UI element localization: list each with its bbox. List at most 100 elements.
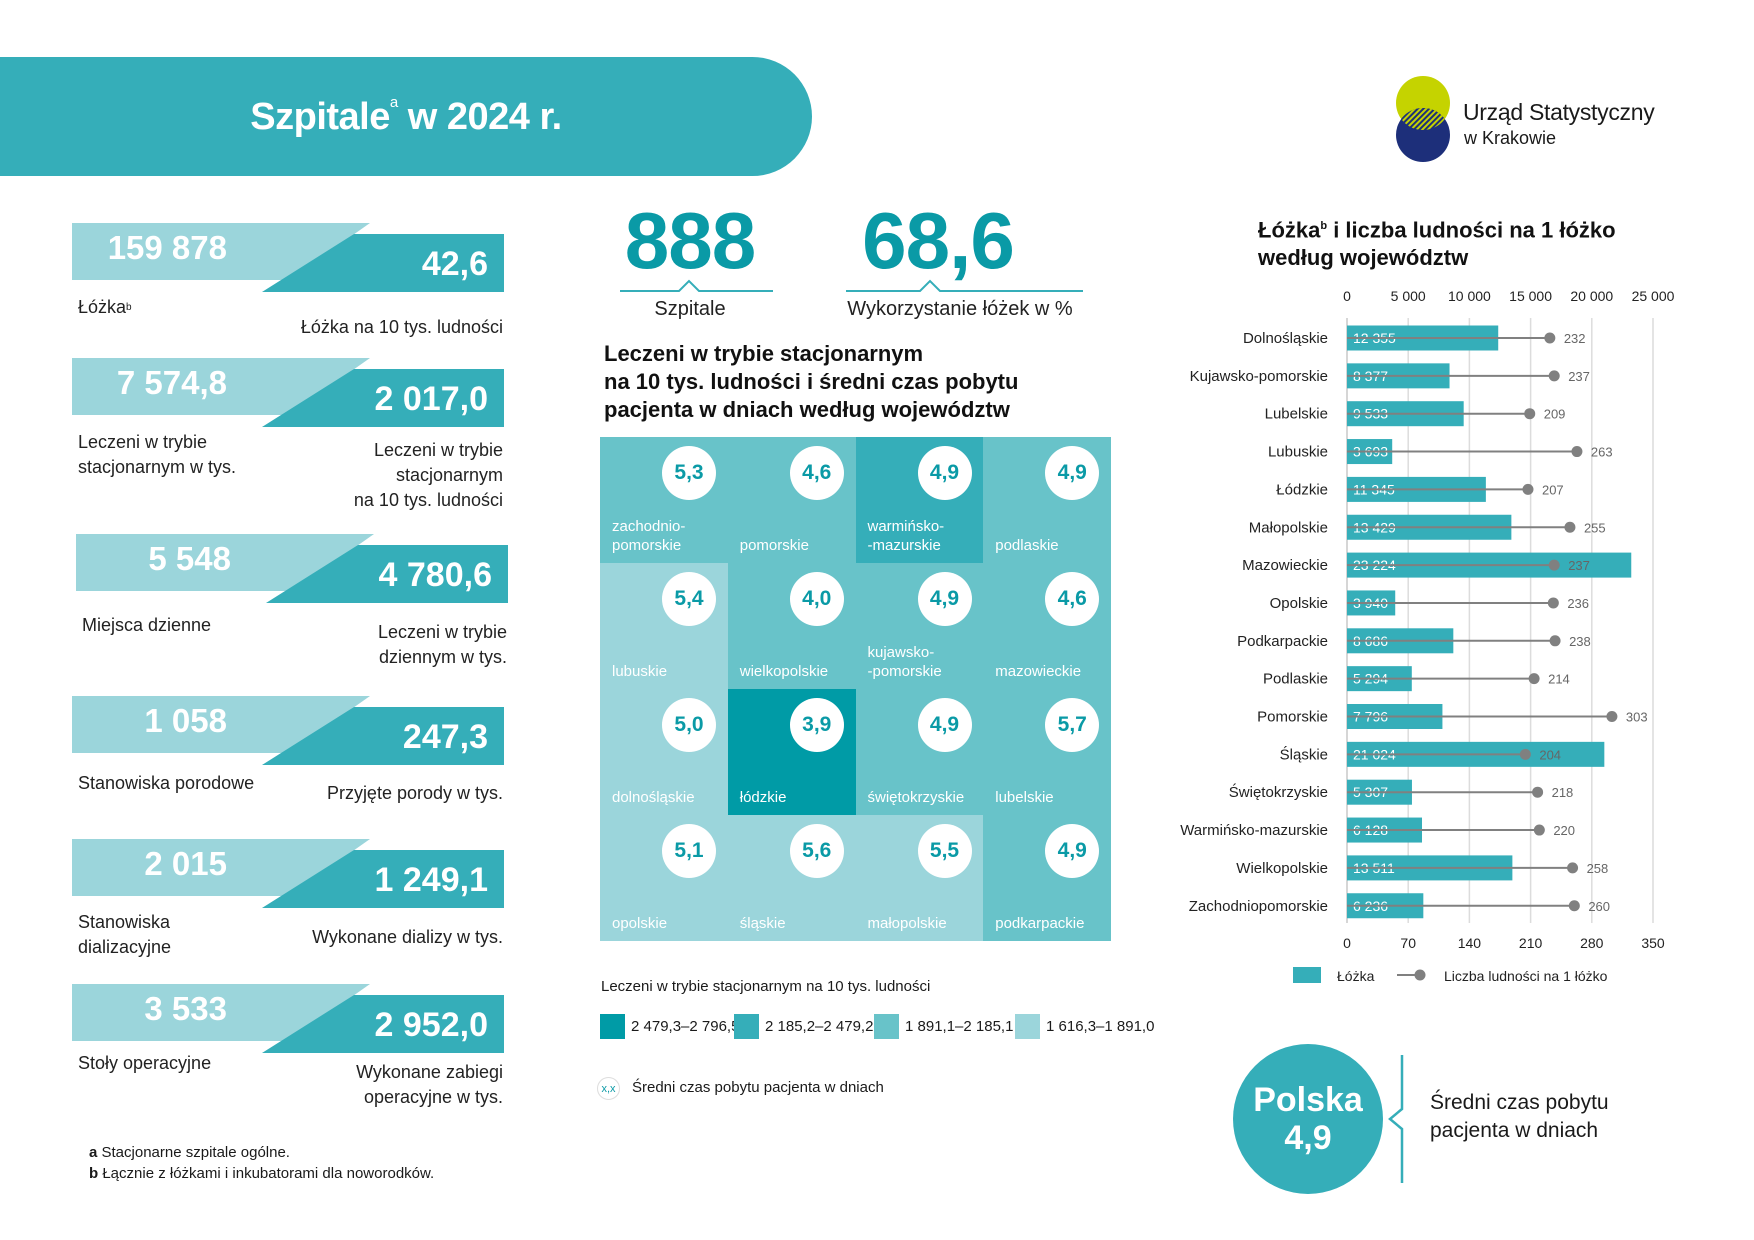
voivodeship-tile-map: 5,3 zachodnio- pomorskie 4,6 pomorskie 4,9… bbox=[600, 437, 1111, 941]
lollipop-dot bbox=[1568, 900, 1580, 912]
poland-description: Średni czas pobytu pacjenta w dniach bbox=[1430, 1091, 1609, 1142]
lollipop-dot bbox=[1564, 521, 1576, 533]
map-legend-item: 2 185,2–2 479,2 bbox=[734, 1014, 873, 1039]
legend-swatch-beds bbox=[1293, 967, 1321, 983]
avg-stay-symbol-label: Średni czas pobytu pacjenta w dniach bbox=[632, 1079, 884, 1096]
bottom-axis-tick-label: 140 bbox=[1458, 935, 1482, 951]
legend-label: 2 479,3–2 796,5 bbox=[631, 1018, 740, 1035]
bar-beds bbox=[1347, 590, 1396, 616]
stat-block: 7 574,8 2 017,0 Leczeni w trybie stacjon… bbox=[67, 358, 512, 528]
lollipop-dot bbox=[1522, 483, 1534, 495]
legend-label: 1 891,1–2 185,1 bbox=[905, 1018, 1014, 1035]
stat-ratio-value: 2 017,0 bbox=[374, 380, 488, 418]
stat-ratio-label: Leczeni w trybie dziennym w tys. bbox=[377, 622, 507, 667]
tile-świętokrzyskie: 4,9 świętokrzyskie bbox=[855, 689, 984, 815]
bar-value-label: 3 940 bbox=[1353, 595, 1388, 611]
avg-stay-value: 4,9 bbox=[917, 698, 972, 752]
legend-dot-population bbox=[1414, 969, 1426, 981]
category-label: Łódzkie bbox=[1276, 481, 1328, 498]
bar-value-label: 12 355 bbox=[1353, 330, 1396, 346]
category-label: Zachodniopomorskie bbox=[1189, 898, 1328, 915]
population-per-bed-label: 237 bbox=[1568, 369, 1590, 384]
stat-ratio-label: Wykonane zabiegi operacyjne w tys. bbox=[356, 1062, 503, 1107]
map-legend-item: 2 479,3–2 796,5 bbox=[600, 1014, 739, 1039]
lollipop-dot bbox=[1547, 597, 1559, 609]
avg-stay-value: 5,5 bbox=[917, 824, 972, 878]
bar-beds bbox=[1347, 666, 1412, 692]
legend-label: 1 616,3–1 891,0 bbox=[1046, 1018, 1155, 1035]
bracket-icon bbox=[1388, 1055, 1404, 1183]
population-per-bed-label: 218 bbox=[1552, 785, 1574, 800]
legend-swatch bbox=[874, 1014, 899, 1039]
tile-pomorskie: 4,6 pomorskie bbox=[727, 437, 856, 563]
stat-ratio-value: 4 780,6 bbox=[378, 556, 492, 594]
lollipop-dot bbox=[1571, 446, 1583, 458]
footnote-b: b Łącznie z łóżkami i inkubatorami dla n… bbox=[89, 1165, 435, 1182]
tile-name: pomorskie bbox=[739, 537, 809, 554]
bar-value-label: 13 429 bbox=[1353, 519, 1396, 535]
map-legend-item: 1 616,3–1 891,0 bbox=[1015, 1014, 1154, 1039]
avg-stay-value: 5,4 bbox=[662, 572, 716, 626]
bar-value-label: 8 377 bbox=[1353, 368, 1388, 384]
stat-ratio-value: 42,6 bbox=[421, 245, 488, 283]
stat-ratio-label: Przyjęte porody w tys. bbox=[326, 783, 503, 803]
lollipop-dot bbox=[1606, 711, 1618, 722]
tile-zachodnio-pomorskie: 5,3 zachodnio- pomorskie bbox=[600, 437, 728, 563]
tile-name: opolskie bbox=[612, 915, 668, 932]
kpi-hospitals-label: Szpitale bbox=[654, 298, 726, 320]
population-per-bed-label: 303 bbox=[1626, 710, 1648, 725]
map-legend-item: 1 891,1–2 185,1 bbox=[874, 1014, 1013, 1039]
stat-label: Leczeni w trybie stacjonarnym w tys. bbox=[78, 432, 237, 477]
avg-stay-value: 4,9 bbox=[1045, 446, 1100, 500]
header-band bbox=[0, 57, 812, 176]
population-per-bed-label: 214 bbox=[1548, 672, 1570, 687]
population-per-bed-label: 260 bbox=[1588, 899, 1610, 914]
tile-dolnośląskie: 5,0 dolnośląskie bbox=[600, 689, 728, 815]
stat-value: 1 058 bbox=[144, 702, 227, 739]
tile-name: kujawsko- -pomorskie bbox=[867, 644, 942, 680]
stat-ribbon bbox=[72, 696, 504, 765]
kpi-hospitals-underline bbox=[620, 279, 773, 292]
map-heading: Leczeni w trybie stacjonarnym na 10 tys.… bbox=[604, 341, 1019, 422]
bar-value-label: 7 796 bbox=[1353, 709, 1388, 725]
population-per-bed-label: 258 bbox=[1587, 861, 1609, 876]
category-label: Świętokrzyskie bbox=[1229, 783, 1328, 801]
poland-label: Polska bbox=[1253, 1081, 1363, 1119]
title-footnote-mark: a bbox=[389, 94, 398, 111]
category-label: Podkarpackie bbox=[1237, 633, 1328, 650]
bar-beds bbox=[1347, 401, 1464, 427]
tile-name: świętokrzyskie bbox=[867, 789, 965, 806]
lollipop-dot bbox=[1548, 370, 1560, 382]
kpi-bed-usage-label: Wykorzystanie łóżek w % bbox=[847, 298, 1073, 320]
stat-value: 159 878 bbox=[107, 229, 227, 266]
stat-ribbon bbox=[72, 839, 504, 908]
lollipop-dot bbox=[1519, 748, 1531, 760]
avg-stay-value: 4,6 bbox=[1045, 572, 1100, 626]
bar-beds bbox=[1347, 325, 1499, 351]
stat-label: Stanowiska dializacyjne bbox=[78, 912, 172, 957]
avg-stay-symbol-icon: x,x bbox=[597, 1077, 620, 1100]
lollipop-dot bbox=[1533, 824, 1545, 836]
footnote-a: a Stacjonarne szpitale ogólne. bbox=[89, 1144, 290, 1161]
bar-value-label: 8 686 bbox=[1353, 633, 1388, 649]
tile-kujawsko-pomorskie: 4,9 kujawsko- -pomorskie bbox=[855, 563, 984, 689]
bar-value-label: 21 024 bbox=[1353, 746, 1396, 762]
population-per-bed-label: 220 bbox=[1553, 823, 1575, 838]
stat-ratio-label: Leczeni w trybie stacjonarnym na 10 tys.… bbox=[353, 440, 503, 510]
stat-value: 3 533 bbox=[144, 990, 227, 1027]
poland-average-badge: Polska 4,9 bbox=[1233, 1044, 1383, 1194]
stat-label: Łóżkab bbox=[78, 297, 132, 317]
bottom-axis-tick-label: 280 bbox=[1580, 935, 1604, 951]
population-per-bed-label: 207 bbox=[1542, 482, 1564, 497]
kpi-beds-underline bbox=[846, 279, 1083, 292]
tile-podkarpackie: 4,9 podkarpackie bbox=[983, 815, 1111, 941]
bar-beds bbox=[1347, 628, 1454, 654]
bar-value-label: 5 294 bbox=[1353, 671, 1388, 687]
stat-ratio-value: 2 952,0 bbox=[374, 1006, 488, 1044]
avg-stay-value: 4,6 bbox=[789, 446, 844, 500]
bar-beds bbox=[1347, 893, 1424, 919]
population-per-bed-label: 255 bbox=[1584, 520, 1606, 535]
bar-beds bbox=[1347, 363, 1450, 389]
tile-podlaskie: 4,9 podlaskie bbox=[983, 437, 1111, 563]
